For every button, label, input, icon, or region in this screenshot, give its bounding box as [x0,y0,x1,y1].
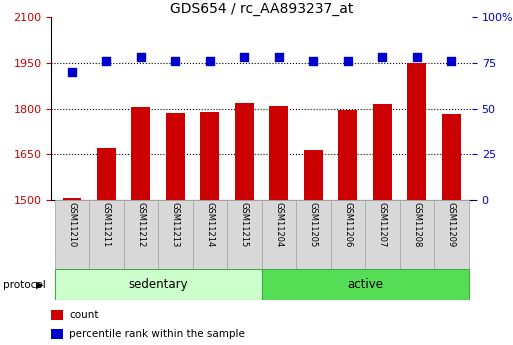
Bar [63,198,82,200]
Text: GSM11214: GSM11214 [205,202,214,247]
Point [206,58,214,64]
Bar [365,200,400,269]
Bar [304,150,323,200]
Text: GSM11205: GSM11205 [309,202,318,247]
Bar [131,107,150,200]
Text: GSM11211: GSM11211 [102,202,111,247]
Bar [201,112,220,200]
Text: GSM11209: GSM11209 [447,202,456,247]
Bar [442,114,461,200]
Bar [227,200,262,269]
Title: GDS654 / rc_AA893237_at: GDS654 / rc_AA893237_at [170,2,353,16]
Bar [296,200,330,269]
Text: GSM11212: GSM11212 [136,202,146,247]
Bar [158,200,193,269]
Text: GSM11207: GSM11207 [378,202,387,248]
Point [240,55,248,60]
Bar [262,269,468,300]
Point [171,58,180,64]
Text: protocol: protocol [3,280,45,289]
Point [68,69,76,75]
Bar [124,200,158,269]
Text: ▶: ▶ [36,280,44,289]
Bar [330,200,365,269]
Bar [400,200,434,269]
Bar [235,102,254,200]
Text: GSM11208: GSM11208 [412,202,421,248]
Bar [89,200,124,269]
Text: count: count [69,310,99,320]
Bar [434,200,468,269]
Point [344,58,352,64]
Point [378,55,386,60]
Bar [166,113,185,200]
Point [412,55,421,60]
Text: GSM11204: GSM11204 [274,202,283,247]
Point [275,55,283,60]
Bar [373,104,392,200]
Point [447,58,456,64]
Bar [97,148,116,200]
Text: sedentary: sedentary [128,278,188,291]
Bar [55,200,89,269]
Text: GSM11215: GSM11215 [240,202,249,247]
Text: GSM11213: GSM11213 [171,202,180,248]
Point [137,55,145,60]
Text: percentile rank within the sample: percentile rank within the sample [69,329,245,339]
Bar [339,110,358,200]
Bar [269,106,288,200]
Point [309,58,318,64]
Bar [55,269,262,300]
Bar [407,63,426,200]
Text: GSM11206: GSM11206 [343,202,352,248]
Point [103,58,111,64]
Text: GSM11210: GSM11210 [68,202,76,247]
Bar [262,200,296,269]
Text: active: active [347,278,383,291]
Bar [193,200,227,269]
